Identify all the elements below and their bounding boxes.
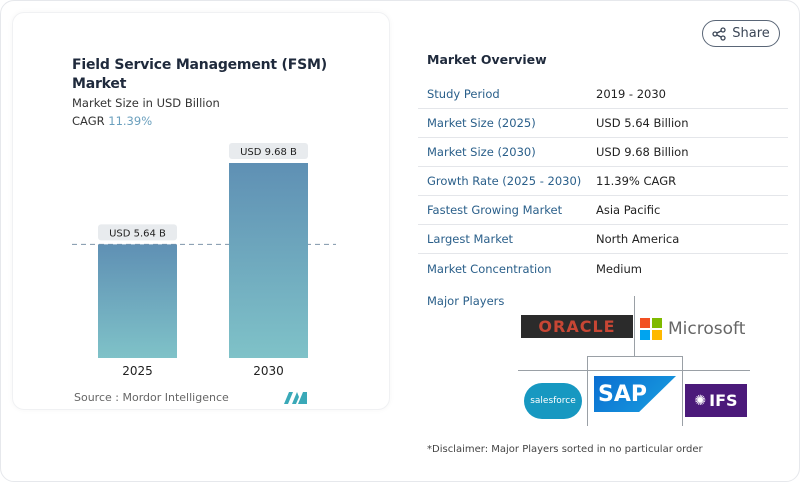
chart-subtitle: Market Size in USD Billion [72,96,220,110]
divider [682,356,683,426]
chart-card [12,12,390,410]
row-label: Largest Market [427,232,514,246]
row-value: USD 9.68 Billion [596,145,689,159]
data-label-bg [98,224,177,241]
row-value: 2019 - 2030 [596,87,666,101]
divider [518,370,750,371]
divider [634,296,635,356]
row-value: 11.39% CAGR [596,174,677,188]
mordor-logo-icon [284,392,307,404]
table-row: Market Size (2025) USD 5.64 Billion [418,109,788,138]
bar-2030 [229,163,308,358]
table-row: Largest Market North America [418,225,788,254]
ifs-burst-icon: ✺ [694,392,707,409]
disclaimer: *Disclaimer: Major Players sorted in no … [427,444,703,455]
chart-title: Field Service Management (FSM) Market [72,57,327,92]
row-value: USD 5.64 Billion [596,116,689,130]
oracle-text: ORACLE [538,317,616,336]
ifs-logo: ✺ IFS [685,384,747,417]
bar-chart: USD 5.64 B 2025 USD 9.68 B 2030 [72,143,336,378]
salesforce-logo: salesforce [524,383,582,419]
table-row: Fastest Growing Market Asia Pacific [418,196,788,225]
table-row: Study Period 2019 - 2030 [418,80,788,109]
source-text: Source : Mordor Intelligence [74,391,229,404]
cagr-label: CAGR [72,114,105,128]
oracle-logo: ORACLE [521,315,633,338]
row-label: Market Size (2025) [427,116,536,130]
share-label: Share [732,26,770,41]
row-label: Market Size (2030) [427,145,536,159]
row-value: Medium [596,261,642,276]
table-row: Growth Rate (2025 - 2030) 11.39% CAGR [418,167,788,196]
cagr-value: 11.39% [108,114,153,128]
overview-title: Market Overview [427,52,547,67]
table-row: Market Size (2030) USD 9.68 Billion [418,138,788,167]
share-icon [712,26,726,41]
data-label: USD 5.64 B [109,228,166,239]
overview-table: Study Period 2019 - 2030 Market Size (202… [418,80,788,283]
ifs-text: IFS [709,391,738,410]
row-label: Growth Rate (2025 - 2030) [427,174,582,188]
major-players-label: Major Players [427,294,505,308]
x-tick-label: 2025 [122,364,153,378]
row-label: Market Concentration [427,261,552,276]
microsoft-text: Microsoft [668,319,746,339]
cagr: CAGR 11.39% [72,114,152,128]
divider [587,356,588,426]
row-label: Fastest Growing Market [427,203,563,217]
data-label: USD 9.68 B [240,147,297,158]
share-button[interactable]: Share [702,20,780,47]
row-label: Study Period [427,87,500,101]
microsoft-squares-icon [640,318,662,340]
table-row: Market Concentration Medium [418,254,788,283]
sap-text: SAP [598,381,647,407]
row-value: North America [596,232,680,246]
bar-2025 [98,244,177,358]
x-tick-label: 2030 [253,364,284,378]
data-label-bg [229,143,308,159]
row-value: Asia Pacific [596,203,661,217]
microsoft-logo: Microsoft [640,317,750,341]
salesforce-text: salesforce [530,396,576,406]
divider [587,356,683,357]
